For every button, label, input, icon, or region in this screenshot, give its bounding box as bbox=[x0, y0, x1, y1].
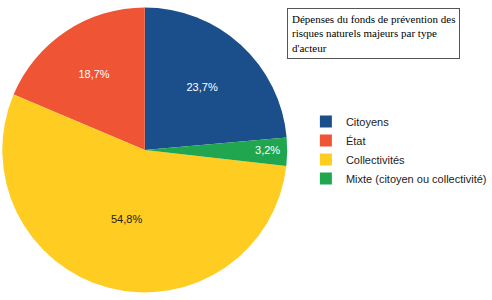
svg-text:État: État bbox=[346, 135, 366, 147]
svg-text:Collectivités: Collectivités bbox=[346, 154, 405, 166]
svg-text:Citoyens: Citoyens bbox=[346, 116, 389, 128]
svg-text:54,8%: 54,8% bbox=[111, 213, 142, 225]
svg-text:3,2%: 3,2% bbox=[255, 144, 280, 156]
svg-text:23,7%: 23,7% bbox=[186, 81, 217, 93]
svg-text:18,7%: 18,7% bbox=[78, 68, 109, 80]
svg-text:Dépenses du fonds de préventio: Dépenses du fonds de prévention desrisqu… bbox=[292, 13, 455, 54]
svg-text:Mixte (citoyen ou collectivité: Mixte (citoyen ou collectivité) bbox=[346, 173, 487, 185]
